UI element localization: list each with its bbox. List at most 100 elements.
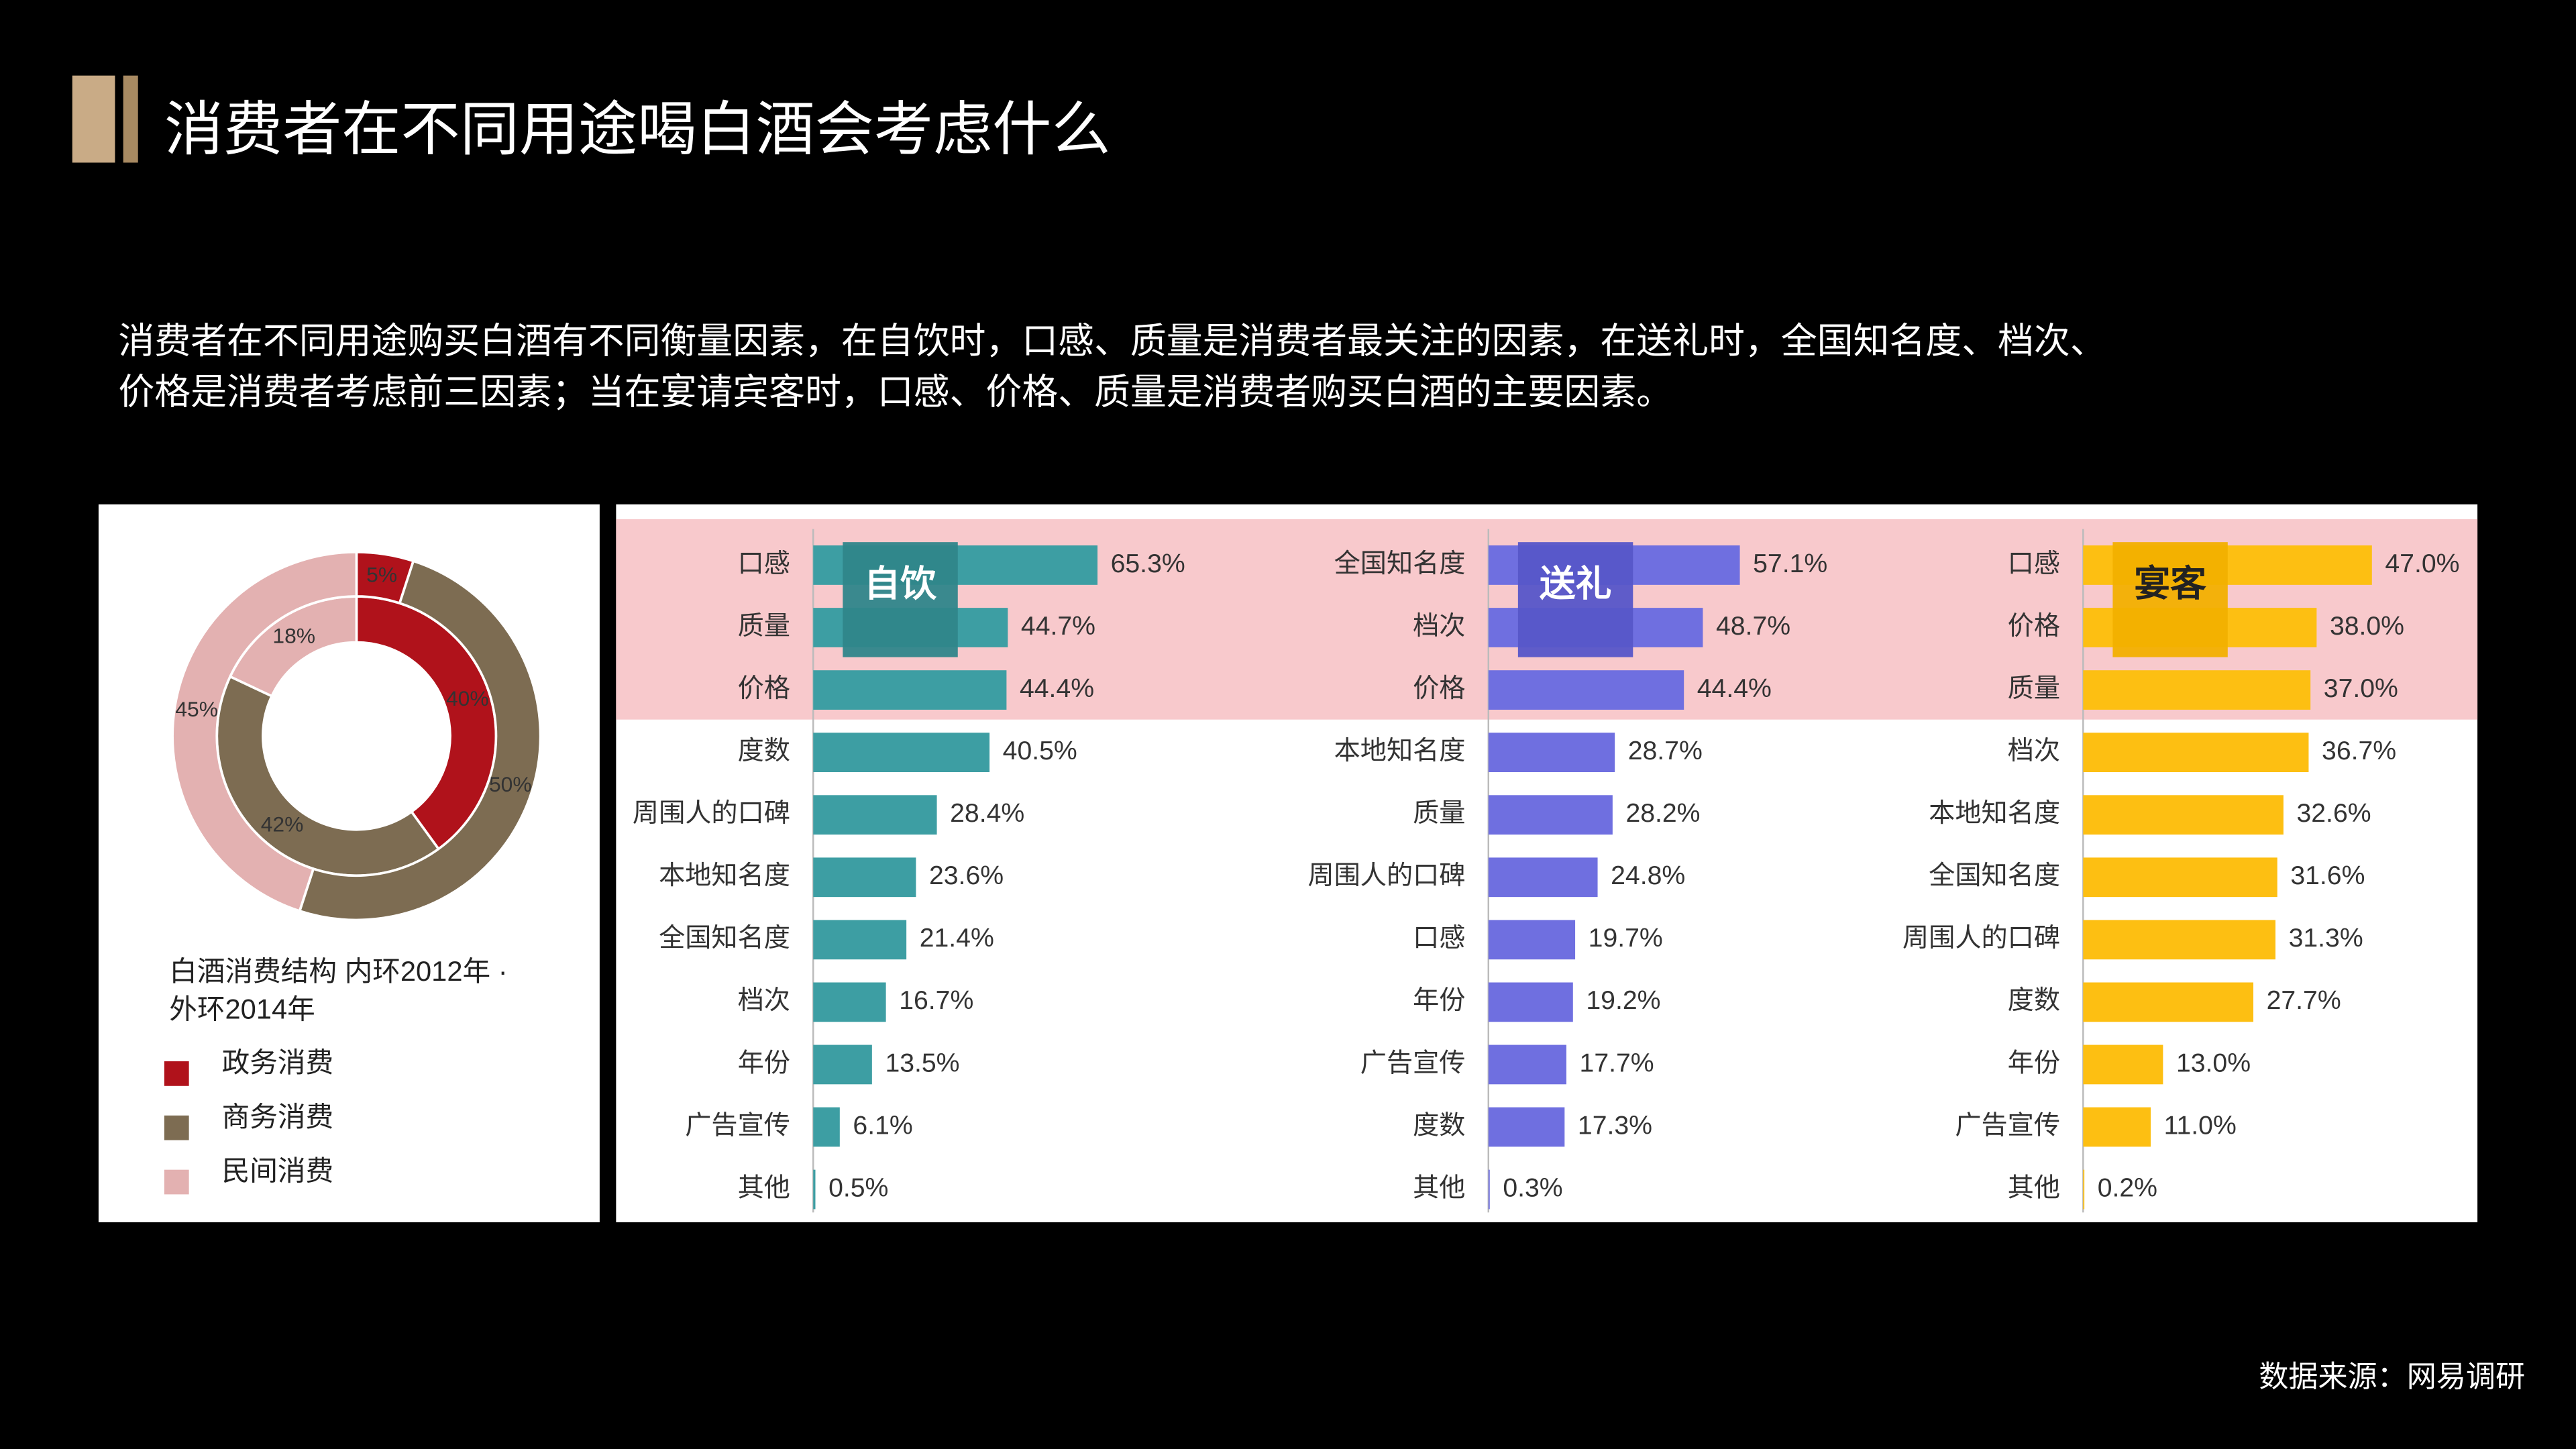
donut-label: 42% xyxy=(261,812,304,837)
value-label: 28.4% xyxy=(950,799,1024,828)
bar xyxy=(813,1107,840,1147)
category-label: 年份 xyxy=(2008,1049,2060,1077)
category-label: 价格 xyxy=(2008,612,2060,641)
value-label: 11.0% xyxy=(2164,1111,2237,1140)
bar xyxy=(2083,670,2311,710)
legend-label: 民间消费 xyxy=(222,1155,334,1187)
category-label: 其他 xyxy=(2008,1173,2060,1202)
category-label: 广告宣传 xyxy=(1955,1111,2060,1140)
value-label: 28.2% xyxy=(1625,799,1700,828)
category-label: 质量 xyxy=(2008,674,2060,703)
value-label: 24.8% xyxy=(1611,861,1685,890)
category-label: 口感 xyxy=(2008,549,2060,578)
donut-label: 18% xyxy=(272,624,315,648)
value-label: 19.2% xyxy=(1586,986,1660,1015)
chart-title: 自饮 xyxy=(864,564,937,604)
bar xyxy=(813,1044,872,1085)
chart-title: 送礼 xyxy=(1540,564,1612,604)
value-label: 0.5% xyxy=(828,1173,888,1202)
category-label: 其他 xyxy=(1413,1173,1465,1202)
category-label: 度数 xyxy=(738,737,790,765)
chart-title-box xyxy=(843,542,958,657)
source: 数据来源：网易调研 xyxy=(2259,1360,2526,1393)
chart-title-box xyxy=(1517,542,1633,657)
value-label: 57.1% xyxy=(1753,549,1827,578)
category-label: 质量 xyxy=(738,612,790,641)
bar xyxy=(813,733,990,773)
category-label: 周围人的口碑 xyxy=(1307,861,1465,890)
donut-title: 白酒消费结构 内环2012年 · 外环2014年 xyxy=(169,956,508,1026)
category-label: 广告宣传 xyxy=(685,1111,790,1140)
donut-label: 45% xyxy=(175,697,218,721)
value-label: 17.7% xyxy=(1580,1049,1654,1077)
value-label: 19.7% xyxy=(1589,924,1663,953)
bar xyxy=(813,1169,816,1210)
category-label: 口感 xyxy=(738,549,790,578)
value-label: 44.4% xyxy=(1020,674,1094,703)
description-line: 消费者在不同用途购买白酒有不同衡量因素，在自饮时，口感、质量是消费者最关注的因素… xyxy=(118,320,2106,362)
bar xyxy=(2083,982,2254,1022)
chart-title: 宴客 xyxy=(2134,564,2206,604)
category-label: 其他 xyxy=(738,1173,790,1202)
category-label: 全国知名度 xyxy=(659,924,790,953)
category-label: 档次 xyxy=(2008,737,2060,765)
category-label: 年份 xyxy=(738,1049,790,1077)
value-label: 44.7% xyxy=(1021,612,1095,641)
page-title: 消费者在不同用途喝白酒会考虑什么 xyxy=(164,95,1111,163)
value-label: 48.7% xyxy=(1716,612,1790,641)
bar xyxy=(2083,795,2284,835)
category-label: 本地知名度 xyxy=(1929,799,2060,828)
donut-segment xyxy=(298,559,541,922)
bar xyxy=(1488,1107,1565,1147)
category-label: 度数 xyxy=(1413,1111,1465,1140)
category-label: 档次 xyxy=(738,986,790,1015)
value-label: 6.1% xyxy=(853,1111,912,1140)
bar xyxy=(1488,920,1576,960)
category-label: 周围人的口碑 xyxy=(1902,924,2060,953)
bar xyxy=(1488,982,1573,1022)
category-label: 全国知名度 xyxy=(1334,549,1466,578)
bar xyxy=(2083,733,2309,773)
legend-swatch xyxy=(164,1061,189,1086)
title-marker xyxy=(123,75,138,163)
bar xyxy=(2083,857,2277,898)
value-label: 0.3% xyxy=(1503,1173,1562,1202)
bar xyxy=(2083,920,2275,960)
category-label: 质量 xyxy=(1413,799,1465,828)
value-label: 40.5% xyxy=(1003,737,1077,765)
description: 消费者在不同用途购买白酒有不同衡量因素，在自饮时，口感、质量是消费者最关注的因素… xyxy=(118,315,2517,417)
value-label: 32.6% xyxy=(2296,799,2371,828)
bar xyxy=(2083,1169,2085,1210)
legend-swatch xyxy=(164,1115,189,1140)
donut-segment xyxy=(171,551,358,913)
category-label: 口感 xyxy=(1413,924,1465,953)
value-label: 23.6% xyxy=(929,861,1004,890)
bar xyxy=(813,795,937,835)
value-label: 13.5% xyxy=(885,1049,959,1077)
bar xyxy=(813,857,916,898)
value-label: 31.6% xyxy=(2290,861,2365,890)
value-label: 36.7% xyxy=(2322,737,2396,765)
bar xyxy=(1488,1044,1566,1085)
title-marker xyxy=(72,75,115,163)
bar xyxy=(1488,1169,1490,1210)
description-line: 价格是消费者考虑前三因素；当在宴请宾客时，口感、价格、质量是消费者购买白酒的主要… xyxy=(118,371,1673,413)
bar xyxy=(2083,1107,2151,1147)
category-label: 广告宣传 xyxy=(1360,1049,1466,1077)
value-label: 27.7% xyxy=(2267,986,2341,1015)
value-label: 16.7% xyxy=(899,986,973,1015)
value-label: 28.7% xyxy=(1628,737,1703,765)
chart-title-box xyxy=(2112,542,2228,657)
donut-label: 40% xyxy=(446,686,489,710)
category-label: 本地知名度 xyxy=(659,861,790,890)
category-label: 全国知名度 xyxy=(1929,861,2060,890)
bar xyxy=(1488,733,1615,773)
legend-label: 政务消费 xyxy=(222,1046,334,1078)
donut-label: 5% xyxy=(366,562,397,586)
category-label: 档次 xyxy=(1413,612,1465,641)
value-label: 65.3% xyxy=(1111,549,1185,578)
value-label: 0.2% xyxy=(2098,1173,2157,1202)
